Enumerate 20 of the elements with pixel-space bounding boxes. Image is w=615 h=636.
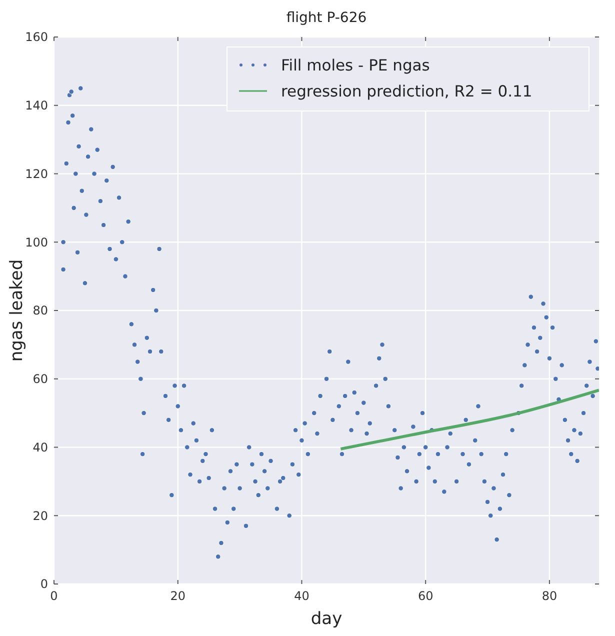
legend-label: Fill moles - PE ngas — [281, 56, 430, 74]
line-series — [339, 388, 599, 450]
x-tick-label: 80 — [542, 589, 558, 603]
x-tick-label: 0 — [50, 589, 58, 603]
x-tick-label: 20 — [170, 589, 186, 603]
legend-label: regression prediction, R2 = 0.11 — [281, 82, 532, 100]
y-axis-title: ngas leaked — [7, 259, 27, 362]
x-tick-label: 60 — [418, 589, 434, 603]
x-axis-title: day — [310, 609, 342, 629]
y-tick-label: 120 — [25, 166, 48, 181]
y-tick-label: 0 — [40, 577, 48, 592]
y-tick-label: 140 — [25, 98, 48, 113]
x-tick-label: 40 — [294, 589, 310, 603]
y-tick-label: 20 — [32, 508, 48, 523]
y-tick-label: 60 — [32, 372, 48, 386]
y-tick-label: 160 — [25, 30, 48, 44]
y-tick-label: 40 — [32, 440, 48, 454]
chart-title: flight P-626 — [286, 10, 367, 26]
y-tick-label: 80 — [32, 304, 48, 318]
y-tick-label: 100 — [25, 235, 48, 250]
